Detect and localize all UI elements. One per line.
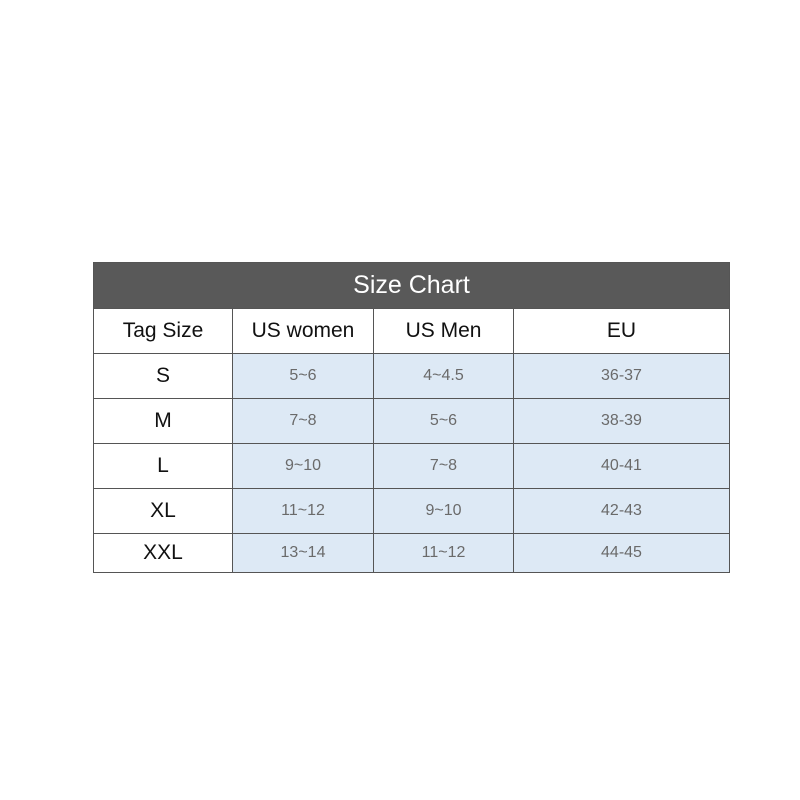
table-cell: 9~10 [373, 488, 514, 534]
tag-size-cell: M [93, 398, 233, 444]
table-cell: 5~6 [232, 353, 374, 399]
tag-size-cell: XL [93, 488, 233, 534]
table-cell: 9~10 [232, 443, 374, 489]
table-cell: 7~8 [232, 398, 374, 444]
tag-size-cell: S [93, 353, 233, 399]
table-row: XXL 13~14 11~12 44-45 [93, 533, 730, 573]
table-cell: 44-45 [513, 533, 730, 573]
header-row: Tag Size US women US Men EU [93, 308, 730, 354]
table-row: S 5~6 4~4.5 36-37 [93, 353, 730, 399]
table-cell: 7~8 [373, 443, 514, 489]
table-cell: 42-43 [513, 488, 730, 534]
table-cell: 11~12 [373, 533, 514, 573]
table-cell: 11~12 [232, 488, 374, 534]
column-header: Tag Size [93, 308, 233, 354]
table-row: XL 11~12 9~10 42-43 [93, 488, 730, 534]
column-header: EU [513, 308, 730, 354]
size-chart-table: Size Chart Tag Size US women US Men EU S… [93, 262, 730, 573]
table-cell: 36-37 [513, 353, 730, 399]
table-cell: 38-39 [513, 398, 730, 444]
tag-size-cell: L [93, 443, 233, 489]
table-row: L 9~10 7~8 40-41 [93, 443, 730, 489]
table-row: M 7~8 5~6 38-39 [93, 398, 730, 444]
table-cell: 40-41 [513, 443, 730, 489]
column-header: US Men [373, 308, 514, 354]
table-cell: 4~4.5 [373, 353, 514, 399]
table-cell: 5~6 [373, 398, 514, 444]
table-cell: 13~14 [232, 533, 374, 573]
table-title: Size Chart [93, 262, 730, 309]
tag-size-cell: XXL [93, 533, 233, 573]
column-header: US women [232, 308, 374, 354]
